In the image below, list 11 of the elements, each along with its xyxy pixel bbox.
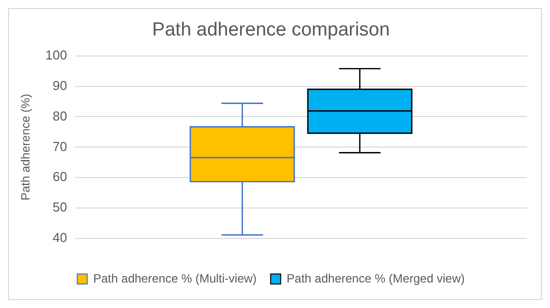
y-tick-label: 70 (52, 138, 68, 154)
y-tick-label: 40 (52, 230, 68, 246)
y-axis-title: Path adherence (%) (18, 94, 33, 201)
y-tick-label: 60 (52, 169, 68, 184)
legend-label: Path adherence % (Multi-view) (93, 271, 257, 286)
y-tick-label: 100 (45, 47, 68, 62)
y-tick-label: 90 (52, 78, 68, 93)
legend-label: Path adherence % (Merged view) (286, 271, 465, 286)
y-tick-label: 80 (52, 108, 68, 124)
chart-title: Path adherence comparison (152, 20, 390, 41)
y-tick-label: 50 (52, 200, 68, 215)
